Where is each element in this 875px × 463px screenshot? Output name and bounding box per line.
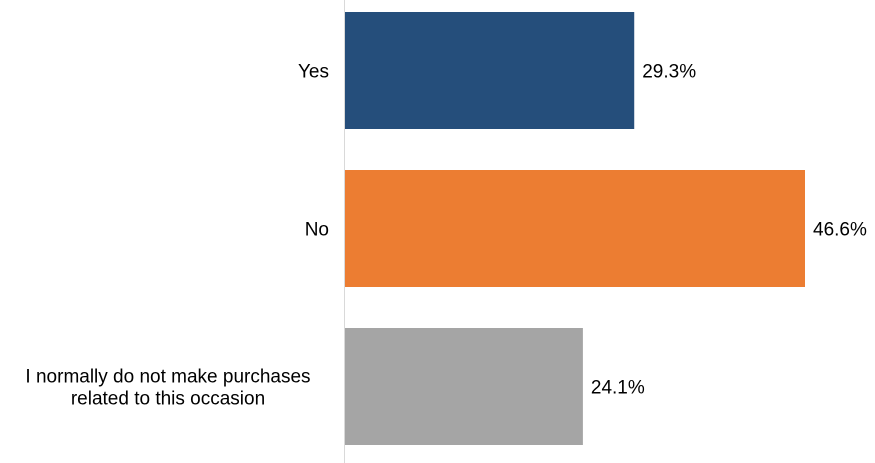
category-label-line: I normally do not make purchases bbox=[25, 367, 310, 388]
category-label-line: related to this occasion bbox=[71, 389, 265, 410]
category-labels-group: Yes No I normally do not make purchases rel… bbox=[25, 62, 329, 410]
bar-2 bbox=[345, 328, 583, 445]
value-label-0: 29.3% bbox=[642, 62, 696, 83]
value-label-2: 24.1% bbox=[591, 378, 645, 399]
category-label-1: No bbox=[305, 220, 329, 241]
bar-0 bbox=[345, 12, 635, 129]
category-label-0: Yes bbox=[298, 62, 329, 83]
bars-group bbox=[345, 12, 805, 445]
value-labels-group: 29.3% 46.6% 24.1% bbox=[591, 62, 867, 399]
category-label-line: Yes bbox=[298, 62, 329, 83]
category-label-line: No bbox=[305, 220, 329, 241]
category-label-2: I normally do not make purchases related … bbox=[25, 367, 310, 410]
bar-1 bbox=[345, 170, 805, 287]
value-label-1: 46.6% bbox=[813, 220, 867, 241]
